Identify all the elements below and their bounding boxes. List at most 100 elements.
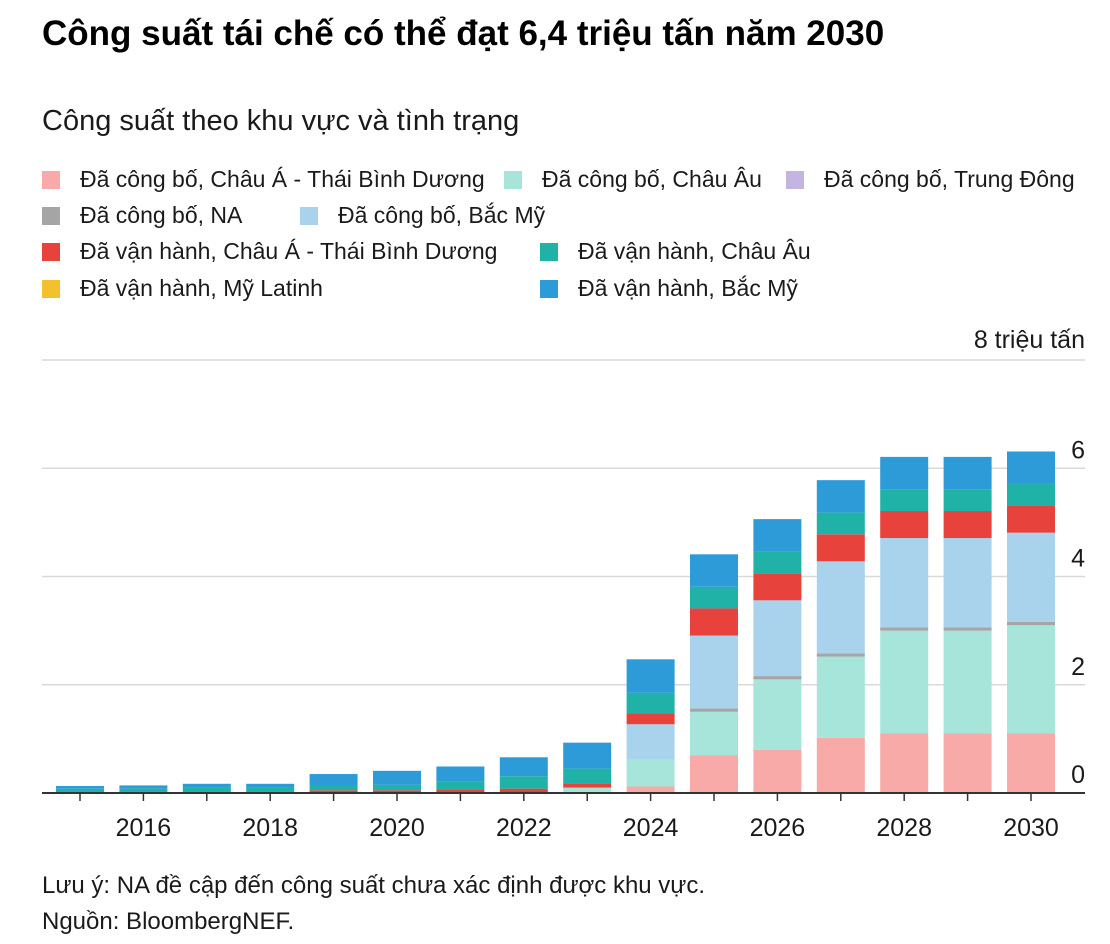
x-tick-label: 2028 xyxy=(876,814,932,842)
legend-item: Đã công bố, Bắc Mỹ xyxy=(300,202,545,228)
bar-segment xyxy=(373,790,421,793)
x-tick-label: 2024 xyxy=(623,814,679,842)
bar-segment xyxy=(943,630,992,734)
legend-swatch xyxy=(42,243,60,261)
legend-label: Đã công bố, Trung Đông xyxy=(824,166,1075,192)
bar-segment xyxy=(373,784,421,791)
chart-source: Nguồn: BloombergNEF. xyxy=(42,908,295,935)
legend-label: Đã vận hành, Châu Âu xyxy=(578,238,811,264)
bar-segment xyxy=(56,785,104,789)
bar-segment xyxy=(499,776,548,789)
bar-segment xyxy=(753,676,802,680)
bar-segment xyxy=(753,679,802,750)
bar-segment xyxy=(119,788,168,792)
bar-segment xyxy=(753,573,802,601)
bar-segment xyxy=(1007,483,1055,506)
bar-segment xyxy=(309,785,358,791)
bar-segment xyxy=(1007,451,1055,484)
x-tick-label: 2022 xyxy=(496,814,552,842)
y-tick-label: 0 xyxy=(1071,761,1085,789)
y-tick-label: 6 xyxy=(1071,436,1085,464)
bar-segment xyxy=(816,512,865,535)
bar-segment xyxy=(880,733,929,793)
bar-segment xyxy=(1007,532,1055,622)
legend-item: Đã vận hành, Bắc Mỹ xyxy=(540,275,798,301)
bar-segment xyxy=(436,766,485,782)
legend-item: Đã công bố, NA xyxy=(42,202,242,228)
bar-segment xyxy=(690,608,738,636)
chart-subtitle: Công suất theo khu vực và tình trạng xyxy=(42,105,520,137)
bar-segment xyxy=(880,627,929,631)
bar-segment xyxy=(309,774,358,786)
bar-segment xyxy=(816,480,865,513)
bar-segment xyxy=(246,787,295,792)
bar-segment xyxy=(753,551,802,574)
bar-segment xyxy=(309,790,358,793)
bar-segment xyxy=(880,489,929,512)
legend-swatch xyxy=(786,171,804,189)
y-tick-label: 4 xyxy=(1071,545,1085,573)
legend-label: Đã vận hành, Châu Á - Thái Bình Dương xyxy=(80,238,498,264)
bar-segment xyxy=(499,757,548,777)
legend-swatch xyxy=(540,280,558,298)
bar-segment xyxy=(436,781,485,790)
bar-segment xyxy=(499,788,548,793)
bar-segment xyxy=(690,755,738,793)
x-tick-label: 2018 xyxy=(242,814,298,842)
bar-segment xyxy=(816,737,865,793)
bar-segment xyxy=(56,788,104,792)
bar-segment xyxy=(880,538,929,628)
bar-segment xyxy=(690,711,738,756)
legend-swatch xyxy=(42,171,60,189)
x-tick-label: 2026 xyxy=(750,814,806,842)
bar-segment xyxy=(753,749,802,793)
bar-segment xyxy=(880,456,929,490)
bar-segment xyxy=(816,561,865,654)
bar-segment xyxy=(880,511,929,539)
y-unit-label: 8 triệu tấn xyxy=(974,326,1085,354)
bar-segment xyxy=(563,768,612,784)
bar-segment xyxy=(880,630,929,734)
legend-item: Đã công bố, Châu Âu xyxy=(504,166,762,192)
y-tick-label: 2 xyxy=(1071,653,1085,681)
bar-segment xyxy=(1007,621,1055,626)
bar-segment xyxy=(943,489,992,512)
legend-swatch xyxy=(540,243,558,261)
legend-item: Đã công bố, Châu Á - Thái Bình Dương xyxy=(42,166,485,192)
legend-label: Đã công bố, NA xyxy=(80,202,243,228)
bar-segment xyxy=(626,713,675,725)
legend-label: Đã công bố, Châu Á - Thái Bình Dương xyxy=(80,166,485,192)
legend-item: Đã vận hành, Mỹ Latinh xyxy=(42,275,323,301)
bar-segment xyxy=(182,783,231,788)
bar-segment xyxy=(563,742,612,769)
x-tick-label: 2030 xyxy=(1003,814,1059,842)
bar-segment xyxy=(436,789,485,793)
legend-label: Đã công bố, Châu Âu xyxy=(542,166,762,192)
bar-segment xyxy=(753,519,802,552)
bar-segment xyxy=(626,659,675,693)
bar-segment xyxy=(816,534,865,562)
bar-segment xyxy=(119,785,168,789)
legend-label: Đã vận hành, Bắc Mỹ xyxy=(578,275,798,301)
bar-segment xyxy=(816,656,865,738)
bar-segment xyxy=(246,783,295,788)
bar-segment xyxy=(1007,505,1055,533)
bar-segment xyxy=(816,653,865,657)
legend-item: Đã vận hành, Châu Á - Thái Bình Dương xyxy=(42,238,497,264)
bar-segment xyxy=(1007,733,1055,793)
legend-label: Đã công bố, Bắc Mỹ xyxy=(338,202,546,228)
bar-segment xyxy=(943,538,992,628)
bar-segment xyxy=(182,787,231,792)
bar-segment xyxy=(626,692,675,714)
legend-swatch xyxy=(42,207,60,225)
bar-segment xyxy=(563,787,612,793)
bar-segment xyxy=(373,770,421,785)
bar-segment xyxy=(943,733,992,793)
bar-segment xyxy=(1007,625,1055,734)
bar-segment xyxy=(943,511,992,539)
chart-note: Lưu ý: NA đề cập đến công suất chưa xác … xyxy=(42,872,706,899)
bar-segment xyxy=(943,456,992,490)
bar-segment xyxy=(626,786,675,793)
legend-swatch xyxy=(42,280,60,298)
